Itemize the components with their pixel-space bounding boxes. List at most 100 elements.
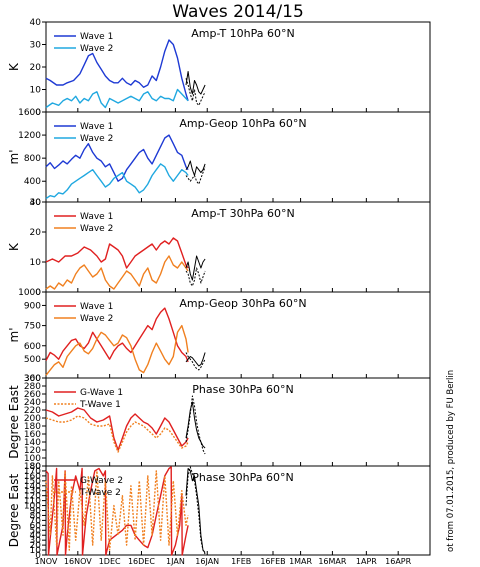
y-tick-label: 750: [24, 322, 41, 332]
y-tick-label: 120: [24, 492, 41, 502]
legend-label: T-Wave 2: [79, 488, 121, 498]
panel-title: Amp-T 10hPa 60°N: [191, 27, 294, 40]
y-axis-label: K: [7, 62, 21, 71]
y-tick-label: 240: [24, 398, 41, 408]
legend-label: Wave 2: [80, 134, 113, 144]
y-axis-label: m': [7, 328, 21, 343]
y-tick-label: 160: [24, 472, 41, 482]
y-axis-label: Degree East: [7, 385, 21, 459]
y-tick-label: 0: [35, 551, 41, 561]
series-line-recent-2: [185, 71, 206, 95]
series-line-recent-3: [185, 466, 206, 555]
y-tick-label: 280: [24, 382, 41, 392]
series-line-recent-3: [185, 166, 206, 185]
y-tick-label: 360: [24, 374, 41, 384]
y-tick-label: 150: [24, 477, 41, 487]
x-tick-label: 16FEB: [260, 557, 285, 566]
legend-label: Wave 2: [80, 314, 113, 324]
y-tick-label: 110: [24, 497, 41, 507]
page-title: Waves 2014/15: [172, 2, 304, 22]
y-axis-label: m': [7, 150, 21, 165]
y-tick-label: 20: [30, 63, 42, 73]
legend-label: G-Wave 2: [80, 476, 123, 486]
y-tick-label: 170: [24, 467, 41, 477]
series-line-t-wave-2: [45, 470, 189, 551]
y-tick-label: 1000: [18, 288, 41, 298]
x-tick-label: 1NOV: [35, 557, 58, 566]
x-tick-label: 16MAR: [318, 557, 347, 566]
series-line-wave-1: [45, 39, 189, 102]
credit-text: ot from 07.01.2015, produced by FU Berli…: [446, 370, 456, 552]
panel-1: Amp-T 10hPa 60°N K 0 10 20 30 40 Wave 1 Wave 2: [7, 18, 431, 118]
panel-3: Amp-T 30hPa 60°N K 0 10 20 30 Wave 1 Wave 2: [7, 198, 431, 298]
y-tick-label: 90: [30, 507, 42, 517]
series-line-wave-2: [45, 163, 189, 200]
y-tick-label: 10: [30, 546, 42, 556]
series-line-recent-2: [185, 401, 206, 449]
y-tick-label: 0: [35, 108, 41, 118]
series-line-recent-3: [185, 395, 206, 455]
legend-label: Wave 1: [80, 212, 113, 222]
y-tick-label: 130: [24, 487, 41, 497]
x-tick-label: 1DEC: [99, 557, 121, 566]
y-tick-label: 80: [30, 511, 42, 521]
series-line-wave-1: [45, 237, 189, 269]
y-tick-label: 30: [30, 198, 42, 208]
x-tick-label: 16JAN: [195, 557, 219, 566]
panel-title: Amp-Geop 30hPa 60°N: [179, 297, 306, 310]
y-tick-label: 180: [24, 422, 41, 432]
y-tick-label: 120: [24, 446, 41, 456]
panel-4: Amp-Geop 30hPa 60°N m' 360 500 600 750 900 1000…: [7, 288, 431, 384]
series-line-t-wave-1: [45, 415, 189, 453]
y-axis-label: Degree East: [7, 474, 21, 548]
y-tick-label: 180: [24, 462, 41, 472]
y-tick-label: 200: [24, 414, 41, 424]
y-tick-label: 500: [24, 355, 41, 365]
series-line-recent-2: [185, 255, 206, 281]
x-tick-label: 16NOV: [64, 557, 92, 566]
panel-2: Amp-Geop 10hPa 60°N m' 40 400 800 1200 1600 Wav…: [7, 108, 431, 208]
y-tick-label: 160: [24, 430, 41, 440]
y-tick-label: 140: [24, 438, 41, 448]
y-tick-label: 900: [24, 301, 41, 311]
y-tick-label: 80: [30, 462, 42, 472]
y-axis-label: K: [7, 242, 21, 251]
y-tick-label: 600: [24, 342, 41, 352]
x-tick-label: 1JAN: [166, 557, 185, 566]
series-line-wave-2: [45, 255, 189, 290]
panel-title: Phase 30hPa 60°N: [192, 383, 293, 396]
x-tick-label: 16DEC: [128, 557, 155, 566]
y-tick-label: 70: [30, 516, 42, 526]
panel-5: Phase 30hPa 60°N Degree East 8010012014016…: [7, 374, 431, 472]
series-line-g-wave-2: [45, 466, 189, 556]
series-line-recent-2: [185, 352, 206, 367]
panel-title: Amp-T 30hPa 60°N: [191, 207, 294, 220]
y-tick-label: 220: [24, 406, 41, 416]
x-tick-label: 1MAR: [289, 557, 312, 566]
y-tick-label: 0: [35, 288, 41, 298]
y-tick-label: 100: [24, 502, 41, 512]
y-tick-label: 100: [24, 454, 41, 464]
legend-label: Wave 2: [80, 224, 113, 234]
x-tick-label: 1FEB: [231, 557, 251, 566]
y-tick-label: 40: [30, 531, 42, 541]
legend-label: Wave 1: [80, 32, 113, 42]
legend-label: T-Wave 1: [79, 400, 121, 410]
y-tick-label: 40: [30, 198, 42, 208]
series-line-wave-1: [45, 134, 189, 182]
y-tick-label: 140: [24, 482, 41, 492]
legend-label: G-Wave 1: [80, 388, 123, 398]
panel-title: Amp-Geop 10hPa 60°N: [179, 117, 306, 130]
y-tick-label: 60: [30, 521, 42, 531]
x-tick-label: 1APR: [356, 557, 377, 566]
series-line-wave-1: [45, 307, 189, 363]
y-tick-label: 260: [24, 390, 41, 400]
series-line-wave-2: [45, 88, 189, 109]
panel-title: Phase 30hPa 60°N: [192, 471, 293, 484]
series-line-recent-3: [185, 78, 206, 106]
legend-label: Wave 1: [80, 122, 113, 132]
legend-label: Wave 1: [80, 302, 113, 312]
y-tick-label: 20: [30, 228, 42, 238]
